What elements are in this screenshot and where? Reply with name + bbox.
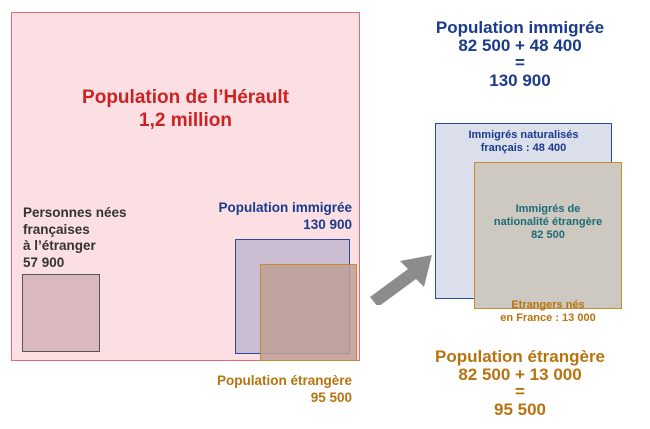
naturalises-line-1: Immigrés naturalisés [468, 129, 579, 141]
equation-etrangere-equals: = [515, 382, 525, 401]
equation-immigree-total: 130 900 [489, 70, 551, 90]
nes-france-line-1: Etrangers nés [511, 299, 585, 311]
nationalite-line-1: Immigrés de [515, 203, 581, 215]
immigree-small-label: Population immigrée 130 900 [180, 200, 352, 233]
etrangere-small-label: Population étrangère 95 500 [180, 373, 352, 406]
immigree-small-value: 130 900 [303, 216, 352, 232]
equation-immigree-sum: 82 500 + 48 400 [458, 35, 582, 55]
immigree-small-title: Population immigrée [218, 200, 352, 215]
nationalite-line-3: 82 500 [531, 229, 565, 241]
equation-etrangere-sum: 82 500 + 13 000 [458, 364, 582, 384]
nationalite-line-2: nationalité étrangère [493, 216, 603, 228]
etrangere-small-title: Population étrangère [216, 373, 352, 388]
etrangere-small-box [260, 264, 357, 361]
etrangere-small-value: 95 500 [310, 389, 352, 405]
naturalises-line-2: français : 48 400 [480, 142, 567, 154]
equation-etrangere-title: Population étrangère [434, 347, 606, 366]
equation-etrangere: Population étrangère 82 500 + 13 000 = 9… [420, 348, 620, 418]
equation-immigree: Population immigrée 82 500 + 48 400 = 13… [420, 19, 620, 89]
etrangere-detail-box [474, 162, 622, 309]
equation-immigree-equals: = [515, 53, 525, 72]
nees-etranger-label: Personnes nées françaises à l’étranger 5… [23, 205, 163, 271]
herault-title: Population de l’Hérault 1,2 million [11, 86, 360, 132]
nees-etranger-line-3: à l’étranger [23, 238, 96, 253]
zoom-arrow-icon [370, 255, 432, 305]
herault-title-label: Population de l’Hérault [82, 87, 289, 108]
herault-title-value: 1,2 million [139, 110, 232, 131]
nes-france-line-2: en France : 13 000 [500, 312, 596, 324]
naturalises-label: Immigrés naturalisés français : 48 400 [435, 129, 612, 155]
nees-etranger-line-1: Personnes nées [23, 205, 127, 220]
nees-etranger-line-4: 57 900 [23, 254, 65, 270]
nees-etranger-line-2: françaises [23, 221, 90, 237]
equation-immigree-title: Population immigrée [435, 18, 605, 37]
equation-etrangere-total: 95 500 [494, 399, 546, 419]
nees-etranger-box [22, 274, 100, 352]
nationalite-etrangere-label: Immigrés de nationalité étrangère 82 500 [474, 203, 622, 242]
etrangers-nes-france-label: Etrangers nés en France : 13 000 [474, 299, 622, 325]
